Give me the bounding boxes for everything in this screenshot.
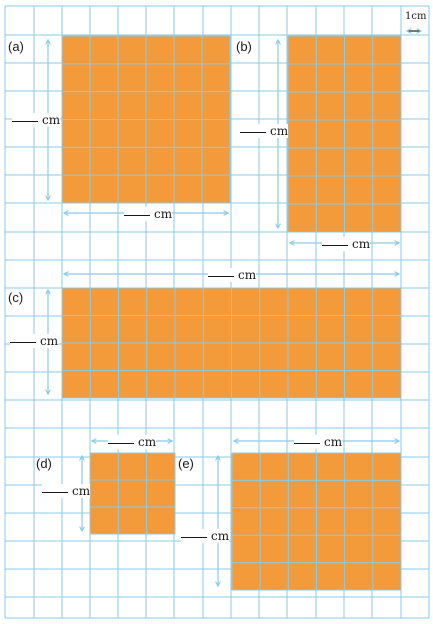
arrow-head <box>223 210 230 216</box>
answer-blank[interactable] <box>208 275 234 277</box>
figure-a-height-blank: cm <box>12 113 61 127</box>
arrow-head <box>394 240 401 246</box>
answer-blank[interactable] <box>322 244 348 246</box>
arrow-head <box>394 438 401 444</box>
figure-c-label: (c) <box>8 290 24 305</box>
answer-blank[interactable] <box>42 491 68 493</box>
figure-inner-grid <box>61 35 402 591</box>
arrow-head <box>45 195 51 202</box>
figure-c-width-blank: cm <box>208 268 257 282</box>
unit-label: cm <box>138 435 157 449</box>
arrow-head <box>45 288 51 295</box>
figure-d-rectangle <box>90 453 175 534</box>
figure-b-width-blank: cm <box>322 237 371 251</box>
unit-label: cm <box>238 268 257 282</box>
unit-label: cm <box>154 207 173 221</box>
arrow-head <box>45 389 51 396</box>
arrow-head <box>62 271 69 277</box>
answer-blank[interactable] <box>240 131 266 133</box>
unit-label: cm <box>270 124 289 138</box>
unit-label: cm <box>42 113 61 127</box>
answer-blank[interactable] <box>108 442 134 444</box>
answer-blank[interactable] <box>294 442 320 444</box>
figure-a-label: (a) <box>8 39 24 54</box>
figure-a-width-blank: cm <box>124 207 173 221</box>
arrow-head <box>62 210 69 216</box>
arrow-head <box>215 454 221 461</box>
figure-d-label: (d) <box>36 456 52 471</box>
arrow-head <box>79 454 85 461</box>
arrow-head <box>275 223 281 230</box>
figure-b-label: (b) <box>236 39 252 54</box>
answer-blank[interactable] <box>124 214 150 216</box>
arrow-head <box>79 526 85 533</box>
figure-b-height-blank: cm <box>240 124 289 138</box>
figure-d-height-blank: cm <box>42 484 91 498</box>
answer-blank[interactable] <box>181 536 207 538</box>
answer-blank[interactable] <box>10 341 36 343</box>
arrow-head <box>90 438 97 444</box>
unit-label: cm <box>324 435 343 449</box>
arrow-head <box>215 581 221 588</box>
figure-e-width-blank: cm <box>294 435 343 449</box>
figure-e-height-blank: cm <box>181 529 230 543</box>
arrow-head <box>405 28 412 34</box>
unit-label: cm <box>352 237 371 251</box>
arrow-head <box>416 28 423 34</box>
scale-label: 1cm <box>405 11 427 22</box>
arrow-head <box>232 438 239 444</box>
answer-blank[interactable] <box>12 120 38 122</box>
figure-e-label: (e) <box>178 456 194 471</box>
arrow-head <box>288 240 295 246</box>
arrow-head <box>394 271 401 277</box>
arrow-head <box>167 438 174 444</box>
arrow-head <box>45 38 51 45</box>
unit-label: cm <box>40 334 59 348</box>
unit-label: cm <box>72 484 91 498</box>
arrow-head <box>275 38 281 45</box>
figure-d-width-blank: cm <box>108 435 157 449</box>
unit-label: cm <box>211 529 230 543</box>
figure-c-height-blank: cm <box>10 334 59 348</box>
